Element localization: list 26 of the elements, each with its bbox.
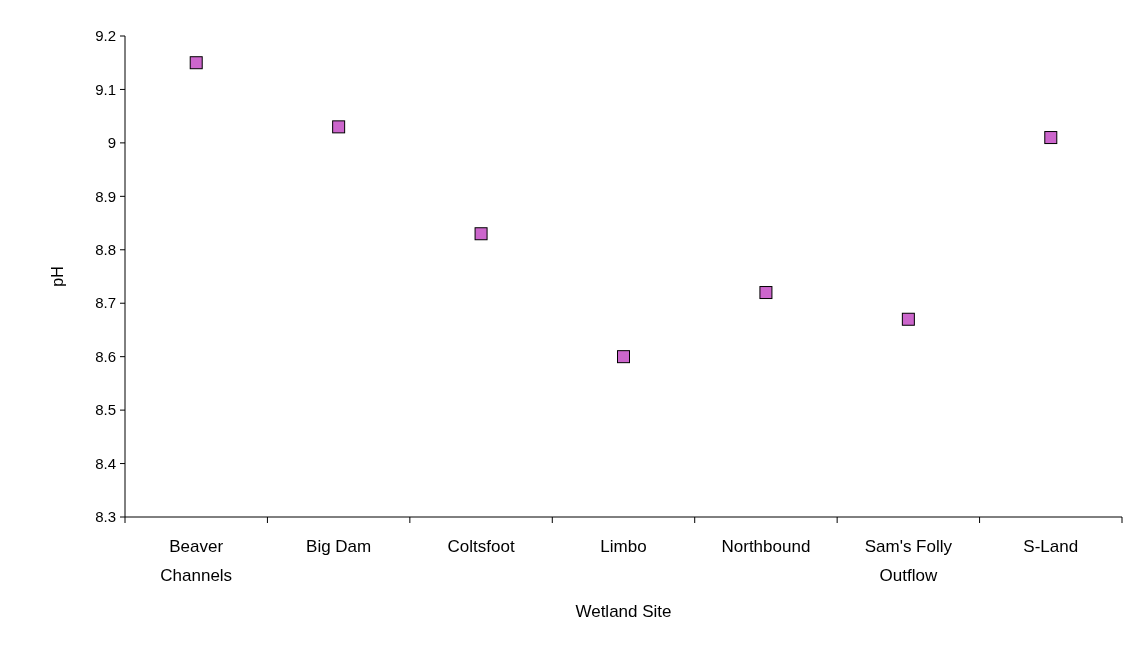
x-tick-label: Limbo xyxy=(600,537,647,556)
x-tick-label: S-Land xyxy=(1023,537,1079,556)
y-tick-label: 8.6 xyxy=(95,347,116,365)
y-tick-label: 9.1 xyxy=(95,80,116,98)
y-tick-label: 9 xyxy=(107,134,116,152)
y-tick-label: 8.8 xyxy=(95,241,116,259)
point xyxy=(759,286,773,300)
x-tick-label: Big Dam xyxy=(306,537,372,556)
y-tick-label: 8.5 xyxy=(95,401,116,419)
y-tick-label: 8.3 xyxy=(95,508,116,526)
y-axis-title: pH xyxy=(49,266,66,287)
x-axis-title: Wetland Site xyxy=(575,602,672,621)
point xyxy=(617,350,630,364)
x-tick-label: Northbound xyxy=(721,537,811,556)
x-tick-label: Sam's Folly Outflow xyxy=(864,537,953,585)
point xyxy=(1044,131,1058,145)
y-tick-label: 8.9 xyxy=(95,187,116,205)
point xyxy=(474,227,488,241)
y-tick-label: 8.4 xyxy=(95,454,116,472)
y-tick-label: 8.7 xyxy=(95,294,116,312)
point xyxy=(901,312,915,326)
x-tick-label: Coltsfoot xyxy=(447,537,515,556)
point xyxy=(332,120,346,134)
y-tick-label: 9.2 xyxy=(95,27,116,45)
x-tick-label: Beaver Channels xyxy=(160,537,233,585)
point xyxy=(189,56,203,70)
